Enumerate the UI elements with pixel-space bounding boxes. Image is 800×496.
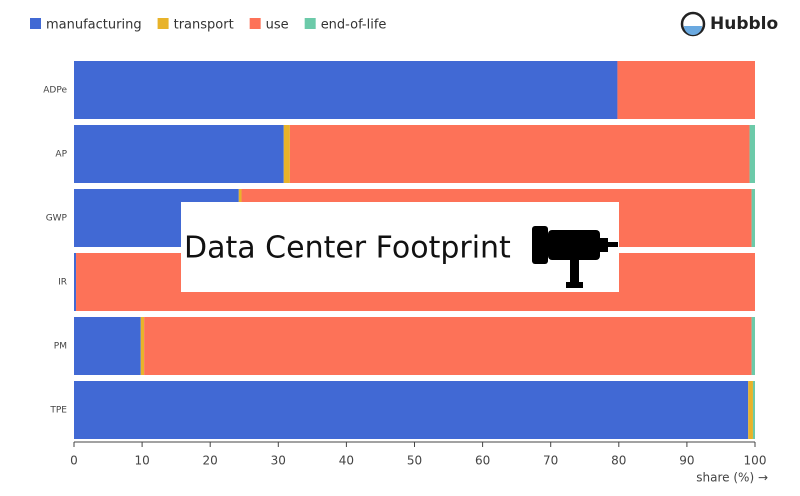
y-tick-label: PM	[54, 342, 67, 352]
bar-segment	[140, 317, 145, 375]
brand-logo: Hubblo	[680, 11, 778, 37]
x-tick-label: 0	[70, 454, 78, 468]
bar-segment	[74, 253, 77, 311]
legend-swatch	[30, 18, 41, 29]
bar-segment	[74, 125, 284, 183]
bar-segment	[751, 317, 755, 375]
bar-segment	[74, 317, 141, 375]
legend-swatch	[249, 18, 261, 29]
bar-segment	[144, 317, 752, 375]
bar-segment	[74, 61, 618, 119]
brand-name: Hubblo	[710, 14, 778, 34]
device-icon	[532, 226, 618, 288]
x-tick-label: 80	[611, 454, 626, 468]
x-tick-label: 70	[543, 454, 558, 468]
bar-segment	[749, 125, 755, 183]
x-tick-label: 60	[475, 454, 490, 468]
legend-label: use	[266, 18, 289, 33]
x-tick-label: 50	[407, 454, 422, 468]
x-tick-label: 20	[203, 454, 218, 468]
bar-segment	[289, 125, 750, 183]
x-tick-label: 10	[134, 454, 149, 468]
legend-label: manufacturing	[46, 18, 142, 33]
x-tick-label: 30	[271, 454, 286, 468]
x-axis-label: share (%) →	[696, 471, 768, 485]
overlay: Data Center Footprint	[181, 202, 619, 292]
y-tick-label: ADPe	[43, 86, 67, 96]
legend: manufacturing transport use end-of-life	[30, 18, 386, 33]
x-tick-label: 90	[679, 454, 694, 468]
y-tick-label: GWP	[46, 214, 68, 224]
overlay-title: Data Center Footprint	[184, 231, 511, 266]
logo-wave	[684, 26, 702, 35]
bar-segment	[617, 61, 755, 119]
y-tick-label: TPE	[49, 406, 67, 416]
x-tick-label: 40	[339, 454, 354, 468]
bar-segment	[74, 381, 749, 439]
y-tick-label: IR	[58, 278, 67, 288]
legend-label: end-of-life	[321, 18, 387, 33]
bar-segment	[752, 381, 755, 439]
bar-segment	[751, 189, 755, 247]
x-tick-label: 100	[744, 454, 767, 468]
legend-swatch	[157, 18, 169, 29]
legend-label: transport	[174, 18, 234, 33]
legend-swatch	[304, 18, 316, 29]
bar-segment	[283, 125, 290, 183]
bar-segment	[748, 381, 753, 439]
y-tick-label: AP	[55, 150, 67, 160]
